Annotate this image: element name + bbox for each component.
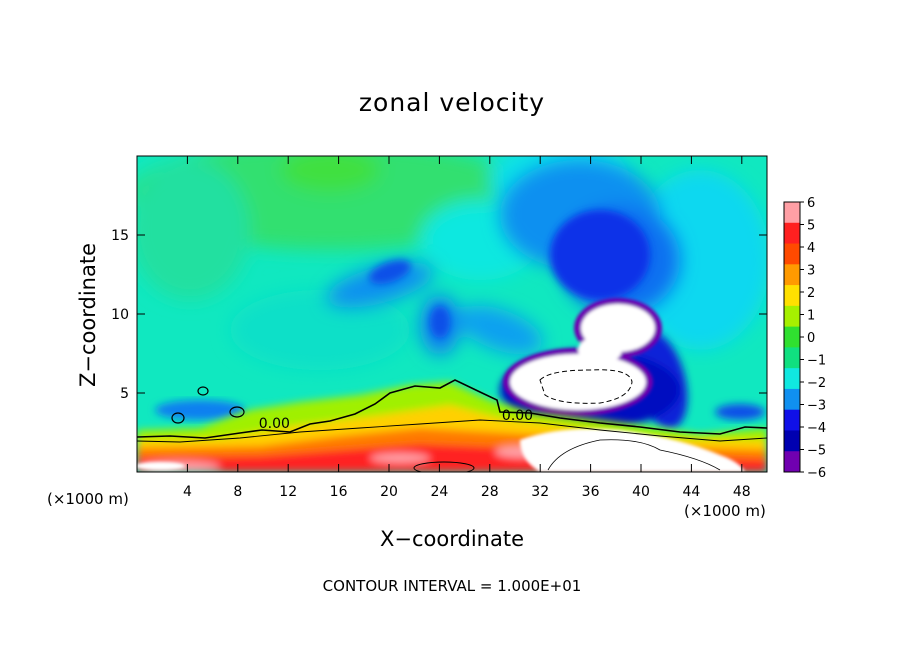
colorbar-swatch [784, 285, 800, 307]
colorbar-swatch [784, 409, 800, 431]
colorbar-label: 0 [807, 331, 815, 346]
velocity-field: 0.00 0.00 [137, 156, 767, 472]
colorbar-swatch [784, 222, 800, 245]
contour-lines [137, 369, 767, 472]
x-tick-label: 16 [330, 484, 348, 500]
colorbar-swatch [784, 264, 800, 286]
x-tick-label: 40 [632, 484, 650, 500]
contour-label: 0.00 [502, 408, 533, 424]
x-tick-label: 32 [531, 484, 549, 500]
y-axis-ticks: 5 10 15 [111, 228, 767, 402]
colorbar-swatch [784, 368, 800, 390]
x-tick-label: 8 [233, 484, 242, 500]
colorbar-swatch [784, 430, 800, 452]
colorbar-swatch [784, 388, 800, 411]
colorbar-label: 6 [807, 196, 815, 211]
colorbar-swatch [784, 243, 800, 265]
x-axis-label: X−coordinate [380, 527, 524, 551]
colorbar-label: −5 [807, 444, 826, 459]
colorbar-label: −1 [807, 354, 826, 369]
y-tick-label: 10 [111, 307, 129, 323]
x-tick-label: 12 [279, 484, 297, 500]
colorbar-label: 2 [807, 286, 815, 301]
colorbar-label: 1 [807, 309, 815, 324]
y-tick-label: 15 [111, 228, 129, 244]
x-tick-label: 28 [481, 484, 499, 500]
x-tick-label: 24 [430, 484, 448, 500]
colorbar-swatch [784, 202, 800, 224]
chart-title: zonal velocity [358, 88, 546, 117]
x-unit-label-right: (×1000 m) [684, 502, 766, 520]
colorbar-label: 4 [807, 241, 815, 256]
contour-label-layer: 0.00 0.00 [259, 408, 533, 432]
colorbar-label: −6 [807, 466, 826, 481]
colorbar-label: −2 [807, 376, 826, 391]
colorbar-label: −4 [807, 421, 826, 436]
colorbar-label: −3 [807, 399, 826, 414]
colorbar-label: 3 [807, 264, 815, 279]
y-tick-label: 5 [120, 386, 129, 402]
x-axis-ticks: 4 8 12 16 20 24 28 32 36 40 44 48 [183, 156, 751, 500]
x-tick-label: 36 [582, 484, 600, 500]
colorbar-swatch [784, 347, 800, 369]
x-unit-label-left: (×1000 m) [47, 490, 129, 508]
x-tick-label: 48 [733, 484, 751, 500]
colorbar: 6 5 4 3 2 1 0 −1 −2 −3 −4 −5 −6 [783, 196, 826, 481]
x-tick-label: 20 [380, 484, 398, 500]
contour-label: 0.00 [259, 416, 290, 432]
colorbar-swatch [784, 326, 800, 348]
colorbar-label: 5 [807, 219, 815, 234]
contour-interval-note: CONTOUR INTERVAL = 1.000E+01 [322, 577, 582, 595]
x-tick-label: 4 [183, 484, 192, 500]
x-tick-label: 44 [682, 484, 700, 500]
colorbar-swatch [784, 451, 800, 473]
colorbar-swatch [784, 305, 800, 328]
